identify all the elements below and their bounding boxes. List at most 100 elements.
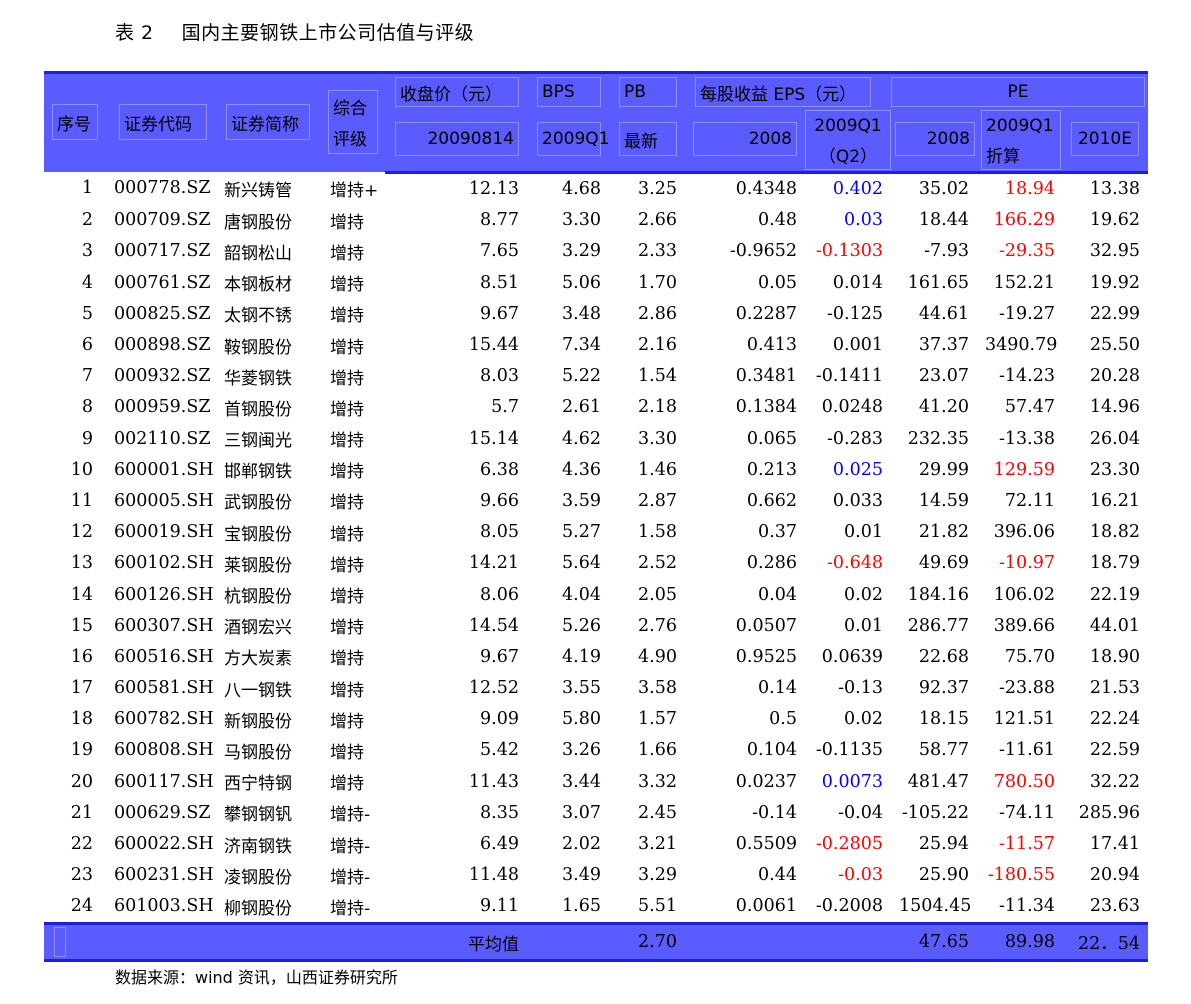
row-rating: 增持: [330, 774, 364, 795]
header-close: 收盘价（元）: [385, 70, 527, 110]
valuation-table: 序号 证券代码 证券简称 综合 评级 收盘价（元） BPS PB 每股收益 EP…: [44, 70, 1148, 962]
row-pb: 2.05: [638, 584, 677, 605]
header-name: 证券简称: [216, 71, 320, 172]
header-bps: BPS: [527, 70, 609, 110]
row-pe-2009q1: -11.34: [998, 896, 1055, 917]
row-code: 600231.SH: [114, 865, 214, 886]
row-bps: 5.26: [562, 615, 601, 636]
row-bps: 3.59: [562, 490, 601, 511]
row-code: 000761.SZ: [114, 272, 211, 293]
row-eps-2009q1: -0.04: [838, 802, 883, 823]
row-pb: 1.46: [638, 459, 677, 480]
row-name: 鞍钢股份: [224, 337, 292, 358]
row-rating: 增持: [330, 742, 364, 763]
row-code: 600117.SH: [114, 771, 214, 792]
row-eps-2009q1: 0.01: [844, 522, 883, 543]
row-pe-2008: 37.37: [918, 335, 969, 356]
row-pe-2008: 29.99: [918, 459, 969, 480]
row-name: 杭钢股份: [224, 587, 292, 608]
row-code: 600581.SH: [114, 678, 214, 699]
row-code: 600126.SH: [114, 584, 214, 605]
row-pe-2010e: 22.24: [1089, 709, 1140, 730]
data-source-note: 数据来源：wind 资讯，山西证券研究所: [115, 968, 398, 987]
row-eps-2008: 0.662: [746, 490, 797, 511]
row-rating: 增持: [330, 587, 364, 608]
row-close: 8.06: [480, 584, 519, 605]
row-eps-2009q1: 0.402: [832, 179, 883, 200]
table-row: 19 600808.SH 马钢股份 增持 5.42 3.26 1.66 0.104 -0.113…: [44, 735, 1148, 766]
row-name: 凌钢股份: [224, 867, 292, 888]
row-pb: 3.25: [638, 179, 677, 200]
row-close: 15.14: [468, 428, 519, 449]
row-seq: 22: [70, 834, 93, 855]
row-code: 000778.SZ: [114, 178, 211, 199]
row-eps-2008: 0.104: [746, 740, 797, 761]
row-seq: 13: [70, 553, 93, 574]
row-pe-2009q1: -11.57: [998, 834, 1055, 855]
row-pb: 2.45: [638, 802, 677, 823]
row-rating: 增持: [330, 306, 364, 327]
row-eps-2009q1: 0.03: [844, 210, 883, 231]
row-pe-2009q1: 75.70: [1004, 646, 1055, 667]
row-bps: 5.64: [562, 553, 601, 574]
row-pe-2009q1: 166.29: [993, 210, 1055, 231]
row-pe-2009q1: 780.50: [993, 771, 1055, 792]
row-bps: 3.48: [562, 303, 601, 324]
table-row: 15 600307.SH 酒钢宏兴 增持 14.54 5.26 2.76 0.0507 0.01…: [44, 610, 1148, 641]
row-pe-2009q1: -19.27: [998, 303, 1055, 324]
row-pb: 2.52: [638, 553, 677, 574]
row-eps-2009q1: -0.1411: [815, 366, 883, 387]
row-name: 邯郸钢铁: [224, 462, 292, 483]
row-pe-2010e: 22.19: [1089, 584, 1140, 605]
row-pe-2010e: 19.62: [1089, 210, 1140, 231]
row-name: 马钢股份: [224, 742, 292, 763]
row-close: 8.35: [480, 802, 519, 823]
table-row: 1 000778.SZ 新兴铸管 增持+ 12.13 4.68 3.25 0.4348 0.40…: [44, 172, 1148, 205]
row-eps-2009q1: 0.0073: [821, 771, 883, 792]
footer-average-label: 平均值: [385, 922, 527, 962]
row-close: 11.43: [468, 771, 519, 792]
row-pe-2008: 58.77: [918, 740, 969, 761]
row-pe-2010e: 23.63: [1089, 896, 1140, 917]
row-eps-2008: 0.44: [758, 865, 797, 886]
row-eps-2009q1: 0.014: [832, 272, 883, 293]
row-name: 酒钢宏兴: [224, 618, 292, 639]
row-pe-2008: -7.93: [924, 241, 969, 262]
row-name: 新兴铸管: [224, 180, 292, 201]
table-row: 22 600022.SH 济南钢铁 增持- 6.49 2.02 3.21 0.5509 -0.2…: [44, 828, 1148, 859]
row-pb: 2.86: [638, 303, 677, 324]
row-pe-2010e: 44.01: [1089, 615, 1140, 636]
footer-pe-2010e: 22．54: [1063, 922, 1148, 962]
row-rating: 增持: [330, 243, 364, 264]
row-pb: 1.70: [638, 272, 677, 293]
row-name: 西宁特钢: [224, 774, 292, 795]
row-close: 12.52: [468, 678, 519, 699]
row-bps: 3.30: [562, 210, 601, 231]
table-row: 10 600001.SH 邯郸钢铁 增持 6.38 4.36 1.46 0.213 0.025 2…: [44, 454, 1148, 485]
row-bps: 5.27: [562, 522, 601, 543]
table-row: 2 000709.SZ 唐钢股份 增持 8.77 3.30 2.66 0.48 0.03 18.4…: [44, 205, 1148, 236]
row-bps: 5.80: [562, 709, 601, 730]
row-pb: 1.58: [638, 522, 677, 543]
table-row: 11 600005.SH 武钢股份 增持 9.66 3.59 2.87 0.662 0.033 1…: [44, 485, 1148, 516]
row-pe-2009q1: 57.47: [1004, 397, 1055, 418]
row-eps-2009q1: 0.001: [832, 335, 883, 356]
row-pe-2009q1: -10.97: [998, 553, 1055, 574]
row-pe-2010e: 16.21: [1089, 490, 1140, 511]
row-pe-2010e: 14.96: [1089, 397, 1140, 418]
row-seq: 5: [81, 303, 93, 324]
row-code: 600782.SH: [114, 709, 214, 730]
row-rating: 增持-: [330, 836, 371, 857]
row-eps-2008: -0.9652: [729, 241, 797, 262]
row-name: 柳钢股份: [224, 898, 292, 919]
row-pe-2009q1: 129.59: [993, 459, 1055, 480]
row-name: 三钢闽光: [224, 431, 292, 452]
row-seq: 1: [81, 178, 93, 199]
row-seq: 2: [81, 210, 93, 231]
table-body: 1 000778.SZ 新兴铸管 增持+ 12.13 4.68 3.25 0.4348 0.40…: [44, 172, 1148, 924]
row-pe-2010e: 18.82: [1089, 522, 1140, 543]
table-row: 13 600102.SH 莱钢股份 增持 14.21 5.64 2.52 0.286 -0.64…: [44, 548, 1148, 579]
row-rating: 增持-: [330, 898, 371, 919]
table-title: 表 2 国内主要钢铁上市公司估值与评级: [115, 18, 474, 45]
row-pb: 3.30: [638, 428, 677, 449]
